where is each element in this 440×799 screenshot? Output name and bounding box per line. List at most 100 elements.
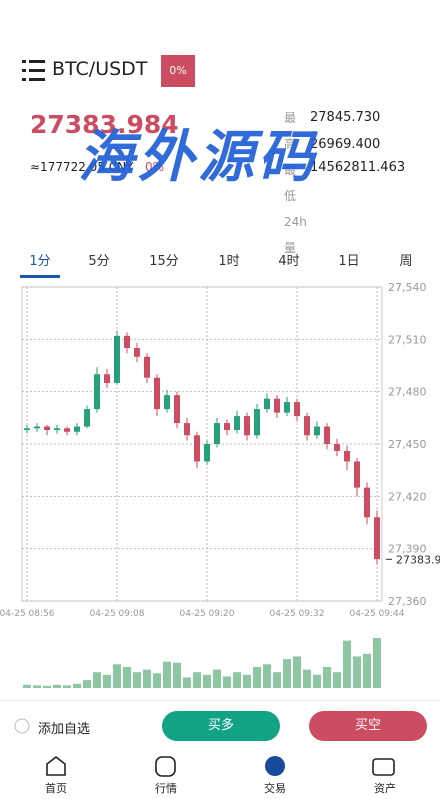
candle-body — [24, 428, 30, 431]
candle-body — [44, 426, 50, 431]
candle-body — [134, 348, 140, 357]
candle-body — [184, 423, 190, 436]
candle-body — [314, 426, 320, 436]
volume-bar — [173, 662, 181, 688]
volume-bar — [163, 661, 171, 688]
stat-value: 27845.730 — [310, 110, 381, 125]
volume-bar — [123, 666, 131, 688]
candle-body — [114, 335, 120, 383]
candle-body — [264, 398, 270, 410]
price: 27383.984 — [30, 110, 179, 139]
volume-bar — [133, 672, 141, 688]
candle-body — [364, 487, 370, 518]
y-tick-label: 27,510 — [388, 333, 427, 346]
volume-bar — [323, 666, 331, 688]
volume-bar — [363, 653, 371, 688]
volume-bar — [153, 673, 161, 688]
candle-body — [64, 428, 70, 432]
candle-body — [214, 423, 220, 444]
change: 0% — [145, 160, 165, 174]
volume-bar — [233, 672, 241, 688]
volume-bar — [103, 674, 111, 688]
volume-bar — [33, 685, 41, 688]
stat-value: 26969.400 — [310, 137, 381, 152]
tab[interactable]: 周 — [399, 254, 413, 269]
candle-body — [334, 444, 340, 451]
checkbox[interactable] — [14, 718, 30, 734]
volume-bar — [143, 669, 151, 688]
volume-bar — [93, 672, 101, 688]
nav-item[interactable]: 行情 — [155, 782, 177, 795]
volume-bar — [203, 674, 211, 688]
candle-body — [374, 517, 380, 560]
tab[interactable]: 5分 — [88, 254, 110, 269]
badge: 0% — [161, 55, 195, 87]
candle-body — [74, 426, 80, 432]
y-tick-label: 27,360 — [388, 595, 427, 608]
candle-body — [124, 335, 130, 349]
x-tick-label: 04-25 09:20 — [180, 609, 235, 619]
candle-body — [244, 416, 250, 436]
y-tick-label: 27,450 — [388, 438, 427, 451]
buy-long[interactable]: 买多 — [162, 711, 280, 741]
candle-body — [194, 435, 200, 462]
candle-body — [304, 416, 310, 436]
candle-body — [94, 374, 100, 410]
favorite[interactable]: 添加自选 — [38, 722, 91, 737]
x-tick-label: 04-25 09:08 — [90, 609, 145, 619]
volume-bar — [293, 656, 301, 688]
volume-bar — [273, 672, 281, 688]
candle-body — [354, 461, 360, 488]
nav-item[interactable]: 交易 — [264, 782, 286, 795]
volume-bar — [83, 680, 91, 688]
candle-body — [224, 423, 230, 431]
y-tick-label: 27,390 — [388, 543, 427, 556]
candle-body — [54, 428, 60, 431]
action-bar — [0, 700, 440, 751]
pair: BTC/USDT — [52, 58, 148, 80]
volume-bar — [53, 684, 61, 688]
volume-bar — [113, 664, 121, 688]
candle-body — [154, 377, 160, 410]
y-tick-label: 27,420 — [388, 490, 427, 503]
volume-bar — [63, 685, 71, 688]
nav-item[interactable]: 首页 — [45, 782, 67, 795]
last-price: 27383.9 — [396, 553, 440, 566]
volume-bar — [373, 638, 381, 688]
volume-bar — [213, 669, 221, 688]
menu-icon — [22, 60, 45, 81]
stat-label: 24h量 — [284, 215, 307, 255]
volume-bar — [223, 676, 231, 688]
tab[interactable]: 1时 — [218, 254, 240, 269]
tab[interactable]: 1日 — [338, 254, 360, 269]
candle-body — [344, 450, 350, 462]
buy-short[interactable]: 买空 — [309, 711, 427, 741]
tab[interactable]: 4时 — [278, 254, 300, 269]
watermark: 海外源码 — [78, 125, 318, 190]
tab-indicator — [20, 275, 60, 278]
volume-bar — [303, 669, 311, 688]
candle-body — [274, 398, 280, 413]
y-tick-label: 27,480 — [388, 386, 427, 399]
volume-bar — [313, 674, 321, 688]
nav-item[interactable]: 资产 — [374, 782, 396, 795]
candle-body — [84, 409, 90, 427]
candle-body — [104, 374, 110, 383]
stat-value: 14562811.463 — [310, 160, 406, 175]
x-tick-label: 04-25 09:44 — [350, 609, 405, 619]
candle-body — [204, 444, 210, 462]
volume-bar — [353, 656, 361, 688]
tab[interactable]: 1分 — [29, 254, 51, 269]
nav-active-icon — [265, 756, 285, 776]
tab[interactable]: 15分 — [149, 254, 179, 269]
candle-body — [144, 356, 150, 378]
volume-bar — [23, 684, 31, 688]
volume-bar — [263, 664, 271, 688]
volume-bar — [193, 672, 201, 688]
candle-body — [324, 426, 330, 444]
candle-body — [294, 402, 300, 417]
volume-bar — [73, 683, 81, 688]
candle-body — [284, 402, 290, 413]
stat-label: 最低 — [284, 163, 297, 203]
